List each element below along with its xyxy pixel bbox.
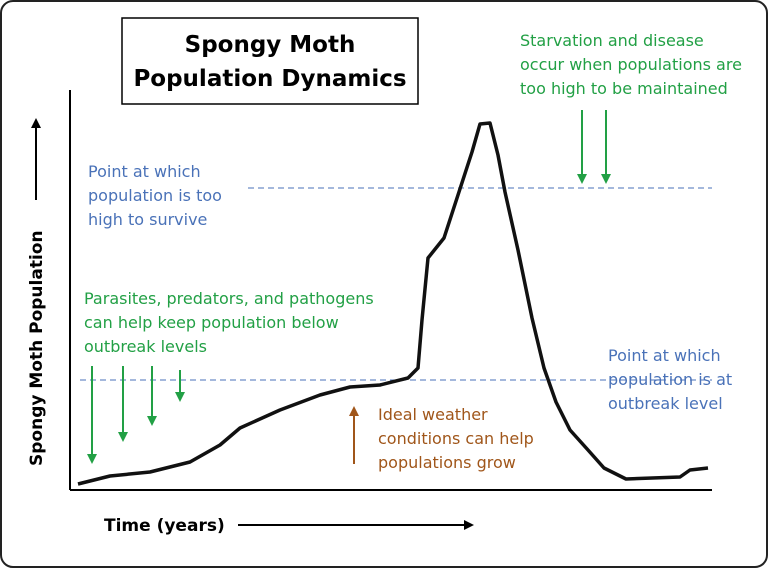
annotation-line: population is too (88, 186, 222, 205)
annotation-line: Point at which (88, 162, 201, 181)
annotation-line: Starvation and disease (520, 31, 704, 50)
enemy-arrows (87, 110, 611, 464)
annotation-line: Point at which (608, 346, 721, 365)
title: Spongy Moth (185, 32, 356, 58)
annotation-line: conditions can help (378, 429, 534, 448)
annotation-line: population is at (608, 370, 732, 389)
annotation-line: outbreak levels (84, 337, 207, 356)
title-box (121, 17, 419, 105)
annotations: Point at which population is too high to s… (84, 31, 742, 472)
annotation-line: Parasites, predators, and pathogens (84, 289, 374, 308)
annotation-line: populations grow (378, 453, 516, 472)
title: Population Dynamics (133, 66, 406, 92)
annotation-line: high to survive (88, 210, 207, 229)
annotation-line: outbreak level (608, 394, 723, 413)
annotation-line: occur when populations are (520, 55, 742, 74)
population-curve (77, 121, 709, 486)
annotation-line: Ideal weather (378, 405, 488, 424)
x-axis-label: Time (years) (104, 516, 225, 536)
annotation-line: can help keep population below (84, 313, 339, 332)
y-axis-label: Spongy Moth Population (27, 230, 47, 466)
annotation-line: too high to be maintained (520, 79, 728, 98)
